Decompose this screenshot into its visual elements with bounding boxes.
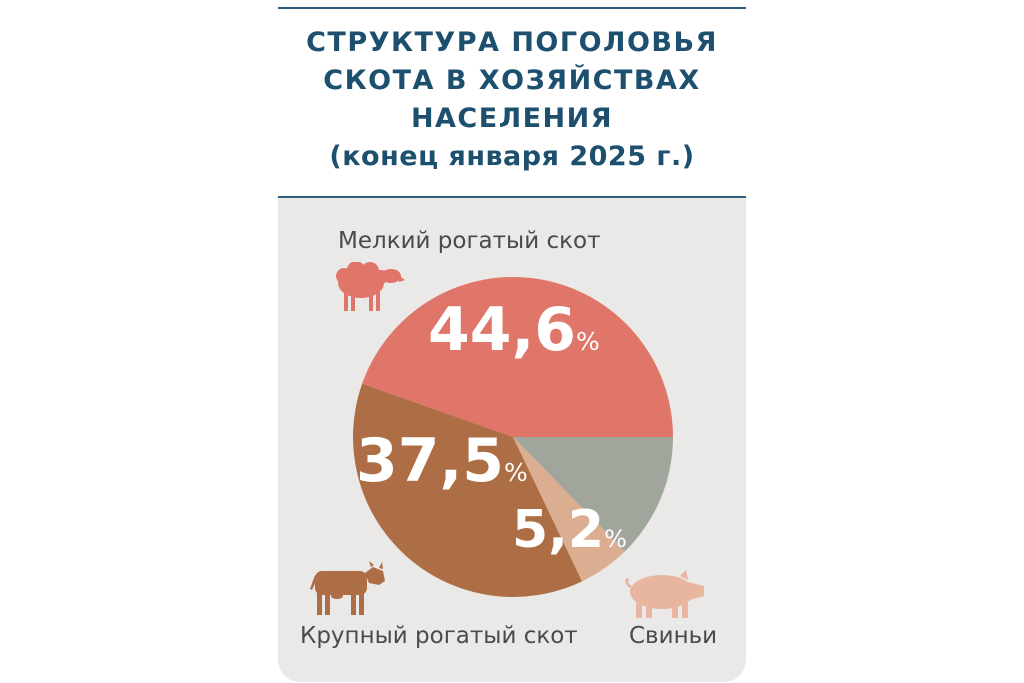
slice-pigs bbox=[513, 437, 625, 582]
title-line-2: СКОТА В ХОЗЯЙСТВАХ bbox=[323, 65, 701, 96]
chart-subtitle: (конец января 2025 г.) bbox=[329, 141, 695, 172]
title-line-1: СТРУКТУРА ПОГОЛОВЬЯ bbox=[306, 27, 718, 58]
cow-icon bbox=[310, 561, 385, 615]
slice-small-cattle bbox=[362, 277, 673, 437]
value-label-cattle: 37,5% bbox=[356, 426, 528, 496]
slice-cattle bbox=[353, 383, 583, 597]
value-label-small-cattle: 44,6% bbox=[428, 295, 600, 365]
slice-other bbox=[513, 437, 673, 552]
label-small-cattle: Мелкий рогатый скот bbox=[338, 228, 601, 254]
label-cattle: Крупный рогатый скот bbox=[300, 623, 578, 649]
top-rule bbox=[278, 7, 746, 9]
pig-icon bbox=[625, 570, 704, 618]
sheep-icon bbox=[336, 262, 405, 311]
title-line-3: НАСЕЛЕНИЯ bbox=[410, 103, 614, 134]
value-label-pigs: 5,2% bbox=[512, 500, 627, 560]
bottom-rule bbox=[278, 196, 746, 198]
label-pigs: Свиньи bbox=[629, 623, 718, 649]
chart-title: СТРУКТУРА ПОГОЛОВЬЯ СКОТА В ХОЗЯЙСТВАХ Н… bbox=[278, 24, 746, 176]
